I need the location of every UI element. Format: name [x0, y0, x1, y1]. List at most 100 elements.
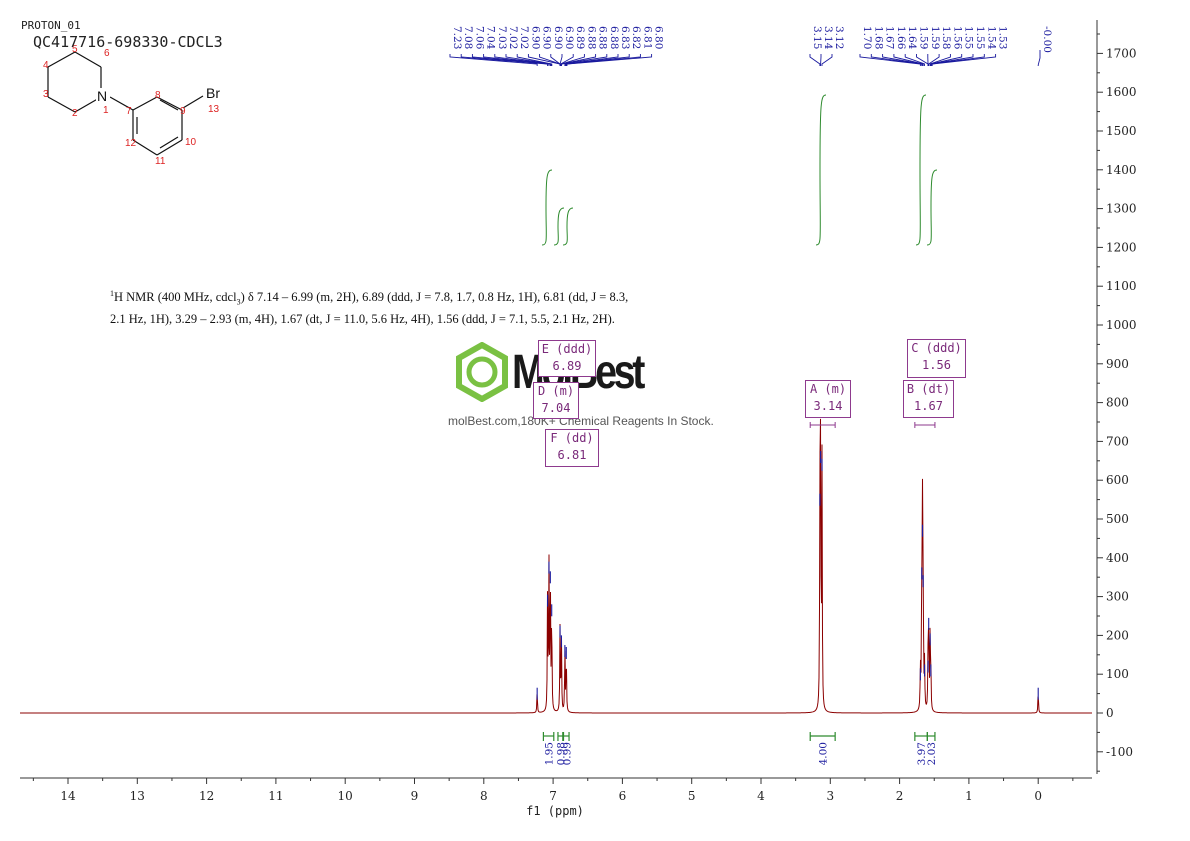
multiplet-d-label: D (m)	[537, 384, 575, 398]
y-tick-label: 1200	[1106, 240, 1137, 254]
peak-label: 6.90	[541, 26, 553, 49]
peak-leader-line	[870, 54, 923, 66]
experiment-title: PROTON_01	[21, 19, 81, 32]
peak-leader-line	[1037, 50, 1041, 66]
y-tick-label: 1700	[1106, 46, 1137, 60]
x-tick-label: 13	[130, 789, 145, 803]
watermark: MolBest molBest.com,180K+ Chemical Reage…	[448, 340, 752, 435]
atom-number: 7	[126, 106, 132, 117]
peak-label: 1.56	[951, 26, 963, 50]
atom-number: 8	[155, 90, 161, 101]
y-tick-label: 1000	[1106, 318, 1137, 332]
bond	[132, 139, 158, 156]
peak-label: 6.89	[574, 26, 586, 49]
peak-leader-line	[859, 54, 921, 66]
peak-leader-line	[904, 54, 925, 66]
double-bond	[159, 99, 179, 111]
nmr-nucleus-mass: 1	[110, 289, 114, 298]
peak-label: 1.64	[906, 26, 918, 50]
peak-leader-line	[931, 54, 997, 66]
y-tick-label: 700	[1106, 434, 1129, 448]
peak-label: 6.90	[552, 26, 564, 49]
y-tick-label: 900	[1106, 357, 1129, 371]
multiplet-c-label: C (ddd)	[911, 341, 962, 355]
y-tick-label: 100	[1106, 667, 1129, 681]
y-tick-label: 1300	[1106, 202, 1137, 216]
x-tick-label: 4	[757, 789, 765, 803]
y-tick-label: 500	[1106, 512, 1129, 526]
peak-leader-line	[929, 54, 951, 66]
peak-leader-line	[566, 54, 653, 66]
integral-curve	[541, 169, 553, 246]
x-tick-label: 9	[411, 789, 419, 803]
bond	[47, 51, 76, 68]
peak-leader-line	[471, 54, 550, 66]
peak-label: 7.02	[507, 26, 519, 49]
y-tick-label: 600	[1106, 473, 1129, 487]
multiplet-box-b: B (dt) 1.67	[903, 380, 954, 418]
peak-label: 6.83	[619, 26, 631, 49]
peak-leader-line	[821, 54, 833, 66]
peak-label: 6.90	[529, 26, 541, 49]
x-tick-label: 8	[480, 789, 488, 803]
atom-number: 9	[180, 106, 186, 117]
peak-label: 7.06	[473, 26, 485, 50]
peak-label: 7.23	[451, 26, 463, 49]
integral-curves	[541, 94, 938, 246]
multiplet-box-d: D (m) 7.04	[533, 382, 579, 419]
bond	[132, 96, 158, 111]
multiplet-d-shift: 7.04	[541, 401, 571, 415]
multiplet-a-label: A (m)	[809, 382, 847, 396]
peak-leader-line	[550, 54, 561, 66]
nmr-solvent-subscript: 3	[236, 297, 241, 307]
y-tick-label: 1500	[1106, 124, 1137, 138]
multiplet-e-shift: 6.89	[552, 359, 582, 373]
peak-label: 1.70	[861, 26, 873, 49]
nmr-nucleus-text: H NMR (400 MHz, cdcl	[114, 290, 237, 305]
atom-number: 5	[72, 44, 78, 55]
integral-value: 1.95	[544, 742, 556, 765]
atom-number: 6	[104, 48, 110, 59]
atom-number: 3	[43, 89, 49, 100]
bond	[47, 96, 76, 113]
peak-leader-line	[931, 54, 985, 66]
multiplet-b-label: B (dt)	[906, 382, 951, 396]
peak-leader-line	[882, 54, 923, 66]
peak-label: 1.54	[985, 26, 997, 50]
peak-leader-line	[483, 54, 551, 66]
peak-label: 3.14	[822, 26, 834, 50]
integral-curve	[815, 94, 827, 246]
atom-number: 12	[125, 138, 137, 149]
axes: 14 13 12 11 10 9 8 7 6 5 4 3 2 1 0f1 (ppm)-10001002003…	[20, 20, 1137, 818]
atom-number: 2	[72, 108, 78, 119]
peak-leader-line	[565, 54, 630, 66]
multiplet-box-e: E (ddd) 6.89	[538, 340, 596, 377]
peak-label: 1.58	[940, 26, 952, 49]
atom-bromine: Br	[206, 85, 220, 101]
integral-value: 0.98	[555, 742, 567, 765]
atom-number: 13	[208, 104, 220, 115]
peak-leader-line	[516, 54, 553, 66]
multiplet-f-label: F (dd)	[550, 431, 594, 445]
integral-curve	[915, 94, 927, 246]
peak-label: 7.02	[518, 26, 530, 49]
peak-label: -0.00	[1041, 26, 1053, 53]
peak-labels: 7.23 7.08 7.06 7.04 7.03 7.02 7.02 6.90 6.90 6.90…	[449, 26, 1053, 66]
multiplet-box-c: C (ddd) 1.56	[907, 339, 966, 378]
x-tick-label: 7	[549, 789, 557, 803]
peak-leader-line	[460, 54, 549, 66]
peak-leader-line	[809, 54, 821, 66]
atom-bg	[205, 86, 225, 100]
y-tick-label: -100	[1106, 745, 1133, 759]
x-tick-label: 3	[826, 789, 834, 803]
multiplet-f-shift: 6.81	[557, 448, 587, 462]
y-tick-label: 1600	[1106, 85, 1137, 99]
peak-leader-line	[560, 54, 608, 66]
peak-label: 7.04	[485, 26, 497, 50]
integral-curve	[562, 207, 574, 246]
peak-label: 1.66	[895, 26, 907, 50]
y-tick-label: 0	[1106, 706, 1114, 720]
bond	[74, 51, 102, 68]
